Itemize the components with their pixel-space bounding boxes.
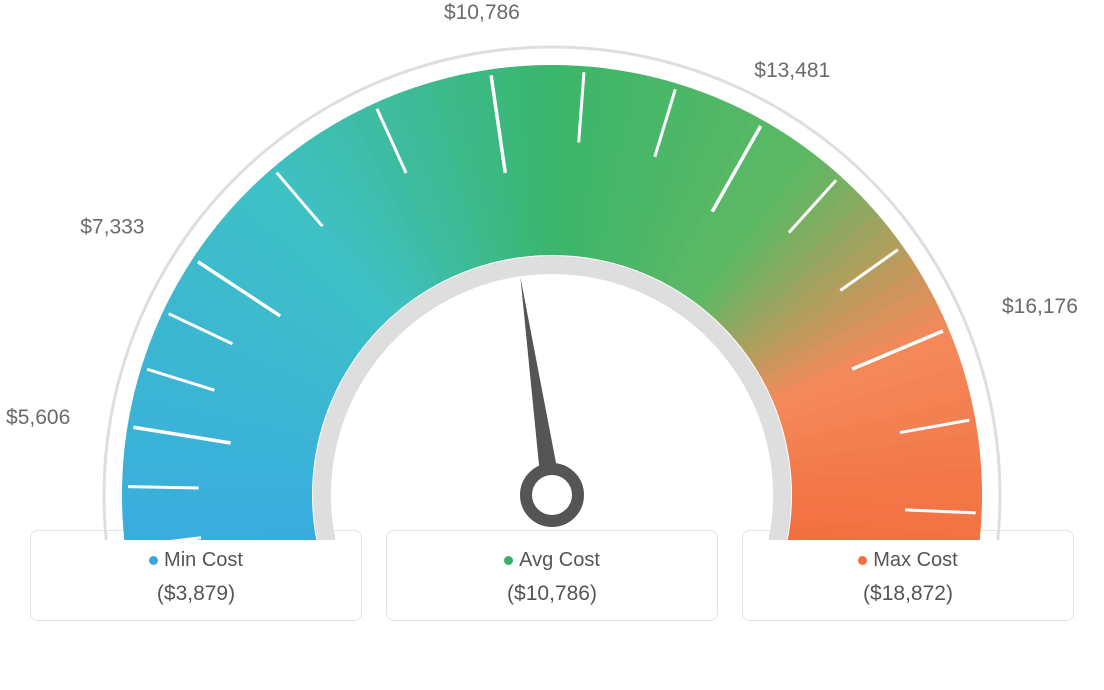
- max-cost-card: Max Cost ($18,872): [742, 530, 1074, 621]
- max-dot-icon: [858, 556, 867, 565]
- svg-text:$5,606: $5,606: [6, 406, 70, 429]
- svg-text:$13,481: $13,481: [754, 59, 830, 82]
- min-cost-card: Min Cost ($3,879): [30, 530, 362, 621]
- svg-text:$16,176: $16,176: [1002, 295, 1078, 318]
- min-dot-icon: [149, 556, 158, 565]
- max-cost-value: ($18,872): [753, 582, 1063, 606]
- avg-cost-title: Avg Cost: [397, 549, 707, 572]
- gauge-svg: $3,879$5,606$7,333$10,786$13,481$16,176$…: [0, 0, 1104, 540]
- max-cost-label: Max Cost: [873, 549, 957, 571]
- svg-text:$7,333: $7,333: [80, 216, 144, 239]
- svg-text:$10,786: $10,786: [444, 1, 520, 24]
- gauge-chart: $3,879$5,606$7,333$10,786$13,481$16,176$…: [0, 0, 1104, 540]
- avg-cost-card: Avg Cost ($10,786): [386, 530, 718, 621]
- min-cost-title: Min Cost: [41, 549, 351, 572]
- max-cost-title: Max Cost: [753, 549, 1063, 572]
- min-cost-value: ($3,879): [41, 582, 351, 606]
- avg-cost-value: ($10,786): [397, 582, 707, 606]
- avg-dot-icon: [504, 556, 513, 565]
- avg-cost-label: Avg Cost: [519, 549, 600, 571]
- min-cost-label: Min Cost: [164, 549, 243, 571]
- summary-cards: Min Cost ($3,879) Avg Cost ($10,786) Max…: [0, 530, 1104, 621]
